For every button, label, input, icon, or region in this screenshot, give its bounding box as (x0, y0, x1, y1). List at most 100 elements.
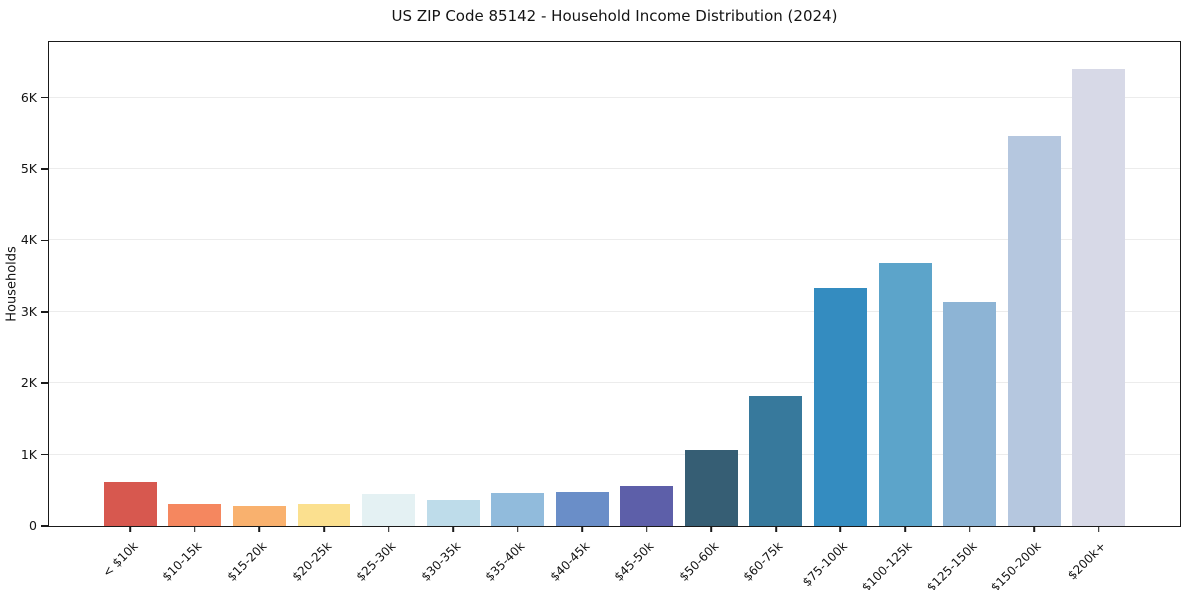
x-label-cell: $60-75k (740, 535, 809, 584)
x-label-cell: $40-45k (547, 535, 615, 584)
x-tick-mark (1097, 526, 1100, 532)
x-tick-label: $15-20k (224, 539, 270, 584)
bar-slot (744, 42, 809, 526)
x-tick-label: $20-25k (289, 539, 334, 584)
x-label-cell: $125-150k (924, 535, 1002, 590)
plot-area: < $10k $10-15k $15-20k $20-25k $25-30k $30-35… (21, 41, 1181, 590)
x-tick-mark (775, 526, 777, 532)
x-label-cell: $150-200k (988, 535, 1067, 590)
bars-row (49, 42, 1180, 526)
x-tick-mark (581, 526, 584, 532)
bar (103, 481, 157, 526)
x-label-cell: $15-20k (224, 535, 292, 584)
x-tick-label: < $10k (99, 539, 141, 580)
x-tick-mark (258, 526, 261, 532)
y-tick-label: 4K (20, 232, 37, 248)
x-tick-cell (873, 526, 938, 533)
bar (620, 486, 674, 526)
gridline (49, 310, 1180, 312)
x-label-cell: $25-30k (354, 535, 421, 584)
x-tick-mark (387, 526, 390, 532)
bar (426, 500, 480, 526)
bar-slot (421, 42, 486, 526)
bar (1072, 69, 1126, 526)
gridline (49, 382, 1180, 384)
bar-slot (937, 42, 1002, 526)
x-tick-cell (679, 526, 744, 533)
x-tick-label: $35-40k (482, 539, 528, 584)
x-tick-mark (1033, 526, 1035, 532)
x-tick-mark (452, 526, 454, 532)
x-label-cell: $30-35k (418, 535, 486, 584)
x-tick-label: $40-45k (547, 539, 593, 584)
x-tick-label: $10-15k (159, 539, 205, 584)
x-tick-label: $200k+ (1065, 539, 1109, 583)
x-label-cell: < $10k (98, 535, 163, 581)
bar-slot (485, 42, 550, 526)
gridline (49, 168, 1180, 170)
x-label-cell: $100-125k (859, 535, 938, 590)
y-tick-mark (41, 168, 48, 170)
bar (362, 493, 415, 526)
y-tick-mark (41, 382, 48, 385)
x-tick-cell (1066, 526, 1131, 533)
bar-slot (292, 42, 357, 526)
x-tick-mark (645, 526, 648, 532)
x-tick-label: $45-50k (611, 539, 657, 584)
x-tick-cell (485, 526, 550, 533)
y-tick-mark (41, 525, 48, 527)
x-label-cell: $50-60k (676, 535, 744, 584)
x-tick-cell (421, 526, 486, 533)
x-tick-label: $75-100k (800, 539, 851, 590)
x-tick-mark (968, 526, 971, 532)
x-label-cell: $75-100k (800, 535, 873, 589)
gridline (49, 239, 1180, 241)
y-tick-label: 5K (20, 161, 37, 177)
x-label-cell: $200k+ (1065, 535, 1131, 583)
y-tick-label: 2K (20, 375, 37, 391)
gridline (49, 96, 1180, 98)
x-label-cell: $10-15k (159, 535, 228, 584)
y-axis-label: Households (4, 246, 20, 322)
x-tick-cell (356, 526, 421, 533)
x-tick-mark (323, 526, 325, 532)
x-tick-label: $60-75k (740, 539, 786, 584)
bar-slot (227, 42, 292, 526)
bar (814, 288, 867, 526)
bar-slot (163, 42, 228, 526)
bar-slot (1066, 42, 1131, 526)
x-label-cell: $35-40k (482, 535, 550, 584)
bar-slot (1002, 42, 1067, 526)
y-tick-label: 1K (20, 446, 37, 462)
x-tick-cell (163, 526, 228, 533)
x-tick-mark (904, 526, 906, 532)
x-tick-cell (615, 526, 680, 533)
x-tick-mark (839, 526, 842, 532)
x-axis-ticks (49, 526, 1180, 533)
x-tick-cell (1002, 526, 1067, 533)
x-tick-mark (516, 526, 519, 532)
x-tick-label: $30-35k (418, 539, 463, 584)
bar-slot (98, 42, 163, 526)
y-tick-label: 6K (20, 89, 37, 105)
x-tick-label: $50-60k (676, 539, 722, 584)
x-tick-cell (98, 526, 163, 533)
x-tick-mark (194, 526, 196, 532)
bar-slot (873, 42, 938, 526)
bar (491, 492, 545, 526)
x-tick-cell (937, 526, 1002, 533)
bar-slot (808, 42, 873, 526)
x-tick-mark (710, 526, 713, 532)
y-tick-mark (41, 239, 48, 242)
x-label-cell: $20-25k (289, 535, 357, 584)
bar-slot (550, 42, 615, 526)
bar-slot (679, 42, 744, 526)
y-tick-label: 3K (20, 303, 37, 319)
bar (749, 396, 803, 526)
bar (1007, 135, 1061, 526)
y-tick-mark (41, 96, 48, 99)
bar (232, 506, 286, 526)
bar (168, 503, 222, 526)
x-axis-labels: < $10k $10-15k $15-20k $20-25k $25-30k $30-35… (49, 535, 1180, 590)
x-tick-mark (129, 526, 132, 532)
